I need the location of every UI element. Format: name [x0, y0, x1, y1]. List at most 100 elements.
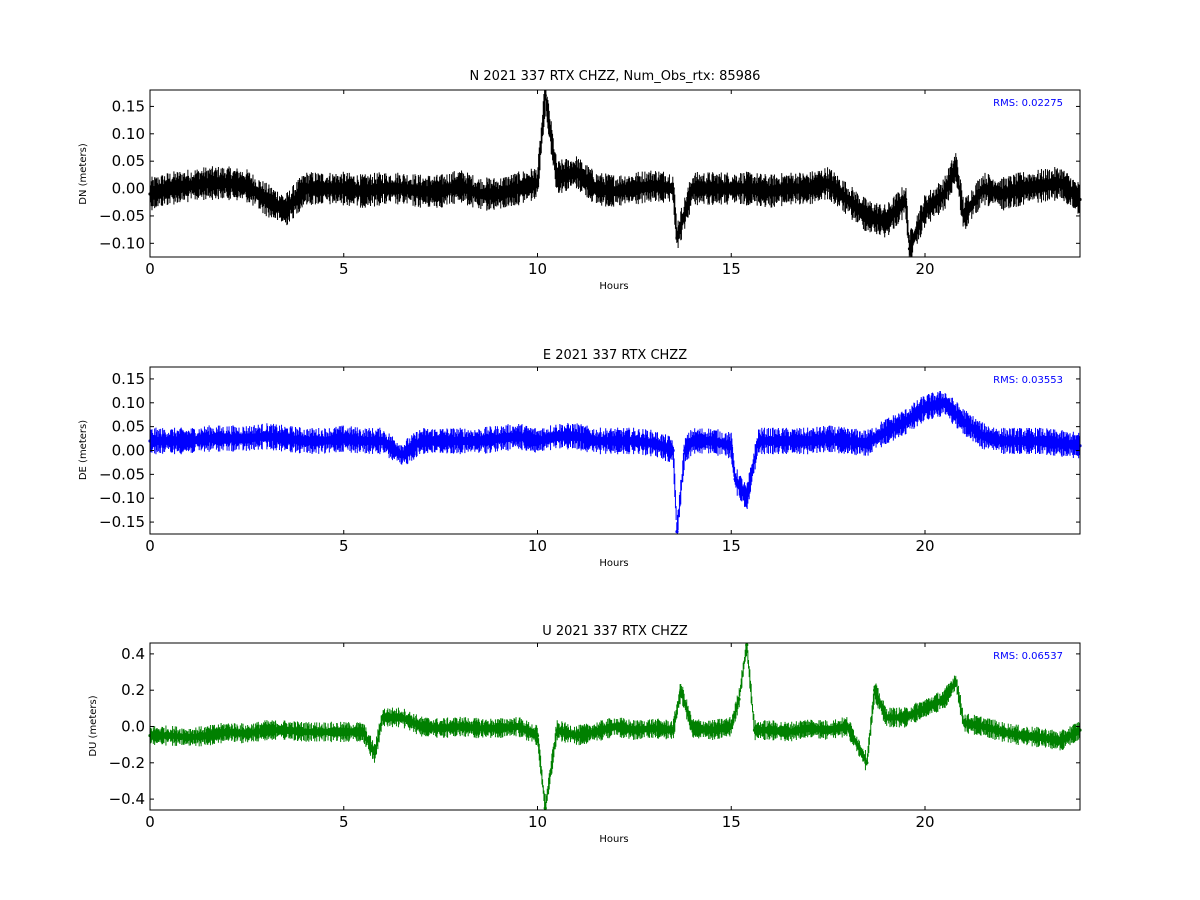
up-ytick-label: −0.4 — [109, 790, 145, 808]
up-ylabel: DU (meters) — [88, 695, 99, 756]
east-data-point — [675, 530, 679, 534]
north-data-point — [535, 181, 540, 185]
north-data-point — [342, 186, 346, 191]
north-data-point — [322, 186, 326, 191]
up-data-point — [745, 643, 749, 647]
north-xtick-label: 20 — [915, 260, 934, 278]
north-ytick-label: 0.00 — [112, 180, 145, 198]
up-data-point — [516, 724, 520, 729]
north-data-point — [303, 186, 307, 191]
east-data-point — [400, 453, 404, 457]
east-xtick-label: 10 — [528, 537, 547, 555]
subplot-east: E 2021 337 RTX CHZZ Hours DE (meters) RM… — [78, 348, 1082, 569]
up-data-point — [942, 697, 946, 701]
up-data-point — [826, 728, 830, 732]
north-data-point — [954, 165, 958, 169]
up-data-point — [845, 724, 850, 729]
east-data-point — [167, 439, 171, 443]
north-data-point — [574, 170, 578, 174]
east-data-point — [419, 439, 423, 443]
north-data-point — [225, 181, 230, 185]
up-data-point — [904, 715, 908, 720]
north-xtick-label: 15 — [722, 260, 741, 278]
north-xtick-label: 5 — [339, 260, 349, 278]
up-data-point — [439, 726, 443, 730]
up-data-point — [284, 728, 288, 732]
east-data-point — [497, 436, 501, 441]
up-data-point — [923, 706, 927, 710]
up-data-point — [400, 715, 404, 720]
north-ytick-label: 0.15 — [112, 97, 145, 115]
north-data-point — [1020, 186, 1024, 191]
north-data-point — [477, 192, 481, 196]
east-xtick-label: 5 — [339, 537, 349, 555]
east-data-point — [756, 439, 760, 443]
up-data-point — [322, 730, 326, 734]
up-data-point — [632, 728, 636, 732]
east-data-point — [535, 439, 540, 443]
up-data-point — [768, 728, 772, 732]
east-data-point — [516, 434, 520, 438]
up-data-point — [690, 726, 695, 730]
up-data-point — [737, 697, 741, 701]
east-data-point — [768, 439, 772, 443]
north-ylabel: DN (meters) — [78, 143, 89, 205]
north-data-point — [380, 186, 385, 191]
east-ytick-label: 0.10 — [112, 394, 145, 412]
east-ytick-label: 0.00 — [112, 442, 145, 460]
east-ytick-label: 0.05 — [112, 418, 145, 436]
east-ytick-label: 0.15 — [112, 370, 145, 388]
east-ytick-label: −0.10 — [99, 489, 145, 507]
north-data-point — [497, 192, 501, 196]
east-data-point — [904, 420, 908, 424]
up-data-point — [729, 724, 733, 729]
up-data-point — [613, 724, 617, 729]
up-data-point — [543, 806, 547, 810]
east-data-point — [683, 448, 687, 453]
north-data-point — [458, 184, 462, 188]
up-data-point — [710, 728, 714, 732]
north-data-point — [904, 197, 908, 202]
north-data-point — [400, 186, 404, 191]
up-data-point — [594, 730, 598, 734]
east-data-point — [632, 439, 636, 443]
east-data-point — [264, 434, 268, 438]
up-ytick-label: −0.2 — [109, 754, 145, 772]
up-xtick-label: 10 — [528, 813, 547, 831]
east-data-point — [690, 439, 695, 443]
up-data-point — [303, 730, 307, 734]
east-data-point — [981, 434, 985, 438]
north-data-point — [845, 197, 850, 202]
north-ytick-label: −0.05 — [99, 207, 145, 225]
north-data-point — [167, 186, 171, 191]
east-data-point — [884, 429, 888, 434]
east-rms-annotation: RMS: 0.03553 — [993, 375, 1063, 386]
up-data-point — [752, 728, 757, 732]
up-xtick-label: 20 — [915, 813, 934, 831]
up-rms-annotation: RMS: 0.06537 — [993, 651, 1063, 662]
east-data-point — [1000, 439, 1005, 443]
east-ytick-label: −0.05 — [99, 465, 145, 483]
north-data-point — [675, 236, 679, 240]
up-data-point — [497, 726, 501, 730]
north-data-point — [1059, 181, 1063, 185]
east-data-point — [439, 439, 443, 443]
north-data-point — [613, 189, 617, 193]
east-data-point — [458, 439, 462, 443]
north-data-point — [206, 181, 210, 185]
east-data-point — [1039, 439, 1043, 443]
east-xtick-label: 15 — [722, 537, 741, 555]
up-data-point — [555, 728, 559, 732]
up-data-point — [206, 733, 210, 738]
north-data-point — [652, 184, 656, 188]
up-data-point — [884, 715, 888, 720]
up-xlabel: Hours — [599, 834, 628, 845]
up-ytick-label: 0.2 — [121, 681, 145, 699]
north-data-point — [768, 189, 772, 193]
east-data-point — [361, 439, 365, 443]
north-data-point — [865, 214, 869, 218]
up-data-point — [574, 733, 578, 738]
up-data-point — [962, 721, 966, 725]
up-data-point — [1039, 735, 1043, 739]
east-data-point — [322, 439, 326, 443]
